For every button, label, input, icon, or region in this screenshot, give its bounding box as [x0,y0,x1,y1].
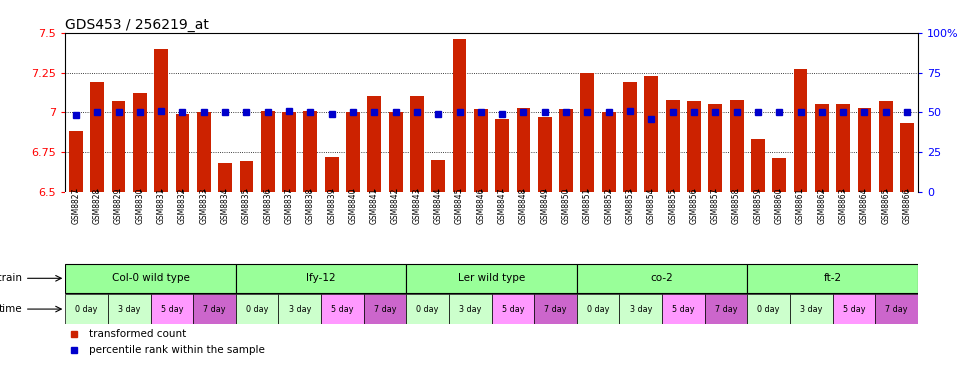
Text: 3 day: 3 day [459,305,481,314]
Bar [790,294,832,324]
Bar [794,70,807,192]
Bar [278,294,321,324]
Bar [406,294,449,324]
Bar [534,294,577,324]
Text: 0 day: 0 day [417,305,439,314]
Bar [495,119,509,192]
Text: 5 day: 5 day [331,305,353,314]
Bar [346,112,360,192]
Bar [492,294,534,324]
Bar [389,112,402,192]
Bar [644,76,659,192]
Text: Col-0 wild type: Col-0 wild type [111,273,189,283]
Bar [815,104,828,192]
Text: 5 day: 5 day [501,305,524,314]
Bar [197,112,211,192]
Text: 5 day: 5 day [160,305,183,314]
Bar [581,72,594,192]
Bar [65,264,236,293]
Text: transformed count: transformed count [89,329,186,339]
Bar [516,108,531,192]
Bar [619,294,662,324]
Bar [900,123,914,192]
Bar [282,112,296,192]
Bar [708,104,722,192]
Text: percentile rank within the sample: percentile rank within the sample [89,345,265,355]
Bar [236,294,278,324]
Bar [452,39,467,192]
Bar [193,294,236,324]
Text: 3 day: 3 day [289,305,311,314]
Bar [90,82,105,192]
Text: 3 day: 3 day [800,305,823,314]
Bar [406,264,577,293]
Text: 0 day: 0 day [757,305,780,314]
Bar [687,101,701,192]
Bar [65,294,108,324]
Text: lfy-12: lfy-12 [306,273,336,283]
Text: 5 day: 5 day [843,305,865,314]
Text: 0 day: 0 day [587,305,610,314]
Bar [410,96,424,192]
Bar [832,294,876,324]
Bar [876,294,918,324]
Bar [662,294,705,324]
Bar [747,264,918,293]
Bar [559,109,573,192]
Text: ft-2: ft-2 [824,273,842,283]
Text: Ler wild type: Ler wild type [458,273,525,283]
Bar [236,264,406,293]
Bar [261,111,275,192]
Bar [878,101,893,192]
Text: 7 day: 7 day [714,305,737,314]
Text: 0 day: 0 day [76,305,98,314]
Bar [577,264,747,293]
Text: co-2: co-2 [651,273,673,283]
Text: 0 day: 0 day [246,305,268,314]
Text: 7 day: 7 day [373,305,396,314]
Bar [836,104,851,192]
Bar [176,114,189,192]
Text: GDS453 / 256219_at: GDS453 / 256219_at [65,18,209,32]
Text: 5 day: 5 day [672,305,695,314]
Bar [449,294,492,324]
Bar [538,117,552,192]
Bar [108,294,151,324]
Bar [132,93,147,192]
Text: time: time [0,304,23,314]
Bar [602,112,615,192]
Bar [730,100,744,192]
Bar [665,100,680,192]
Text: 7 day: 7 day [885,305,908,314]
Bar [751,139,765,192]
Bar [218,163,232,192]
Bar [155,49,168,192]
Text: 7 day: 7 day [544,305,566,314]
Bar [239,161,253,192]
Text: 7 day: 7 day [204,305,226,314]
Text: 3 day: 3 day [630,305,652,314]
Bar [321,294,364,324]
Bar [705,294,747,324]
Text: 3 day: 3 day [118,305,140,314]
Bar [111,101,126,192]
Bar [577,294,619,324]
Bar [368,96,381,192]
Bar [431,160,445,192]
Bar [747,294,790,324]
Bar [857,108,872,192]
Bar [623,82,637,192]
Bar [303,111,318,192]
Text: strain: strain [0,273,23,283]
Bar [151,294,193,324]
Bar [474,109,488,192]
Bar [69,131,83,192]
Bar [364,294,406,324]
Bar [324,157,339,192]
Bar [772,158,786,192]
